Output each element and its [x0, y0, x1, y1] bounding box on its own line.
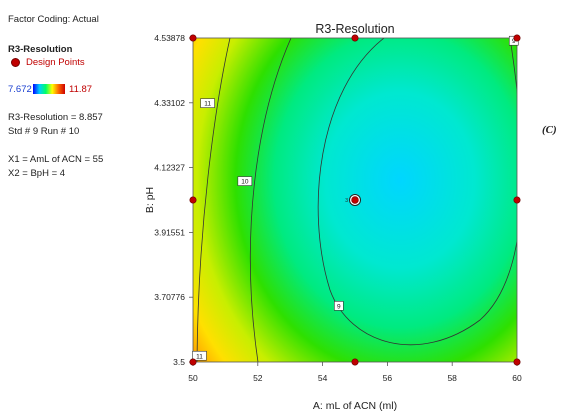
contour-label: 11 — [196, 353, 203, 360]
contour-line-10 — [250, 38, 292, 362]
design-point — [513, 196, 521, 204]
design-point — [189, 358, 197, 366]
contour-line-11 — [196, 38, 231, 362]
x-tick-label: 52 — [253, 373, 263, 383]
x-tick-label: 60 — [512, 373, 522, 383]
x-tick-label: 58 — [447, 373, 457, 383]
point-value-readout: R3-Resolution = 8.857 — [8, 112, 103, 123]
design-point — [189, 34, 197, 42]
contour-labels: 11 10 9 9 11 — [192, 35, 519, 361]
contour-label-box — [333, 301, 344, 311]
chart-title: R3-Resolution — [315, 22, 394, 36]
contour-label: 10 — [241, 179, 249, 186]
color-range-min: 7.672 — [8, 84, 32, 95]
design-point — [513, 34, 521, 42]
color-gradient-legend — [33, 84, 65, 94]
design-point — [351, 34, 359, 42]
x-tick-label: 56 — [383, 373, 393, 383]
contour-lines — [196, 38, 517, 362]
design-points: 3 — [189, 34, 521, 366]
design-point — [351, 358, 359, 366]
std-run-readout: Std # 9 Run # 10 — [8, 126, 80, 137]
contour-label-box — [200, 98, 215, 108]
contour-label: 9 — [337, 303, 341, 310]
y-tick-label: 3.70776 — [154, 292, 185, 302]
y-tick-label: 3.5 — [173, 357, 185, 367]
x1-setting-readout: X1 = AmL of ACN = 55 — [8, 154, 104, 165]
design-points-legend-label: Design Points — [26, 57, 85, 68]
y-axis-label: B: pH — [144, 187, 156, 213]
design-point-legend-dot — [11, 58, 20, 67]
response-name-label: R3-Resolution — [8, 44, 73, 55]
x-axis-ticks: 50 52 54 56 58 60 — [188, 362, 522, 383]
x-tick-label: 50 — [188, 373, 198, 383]
contour-label: 9 — [512, 38, 516, 45]
center-point — [351, 196, 359, 204]
contour-line-9 — [317, 38, 517, 346]
design-point — [189, 196, 197, 204]
factor-coding-label: Factor Coding: Actual — [8, 14, 99, 25]
x2-setting-readout: X2 = BpH = 4 — [8, 168, 66, 179]
y-tick-label: 4.33102 — [154, 98, 185, 108]
center-point-replicates: 3 — [345, 198, 348, 204]
x-tick-label: 54 — [318, 373, 328, 383]
contour-label-box — [192, 350, 207, 361]
y-tick-label: 4.12327 — [154, 163, 185, 173]
color-range-max: 11.87 — [69, 84, 93, 95]
contour-label-box — [237, 176, 253, 186]
x-axis-label: A: mL of ACN (ml) — [313, 400, 397, 412]
y-tick-label: 3.91551 — [154, 227, 185, 237]
contour-label: 11 — [204, 101, 211, 108]
y-axis-ticks: 3.5 3.70776 3.91551 4.12327 4.33102 4.53878 — [154, 33, 193, 367]
y-tick-label: 4.53878 — [154, 33, 185, 43]
panel-letter: (C) — [542, 124, 557, 136]
design-point — [513, 358, 521, 366]
